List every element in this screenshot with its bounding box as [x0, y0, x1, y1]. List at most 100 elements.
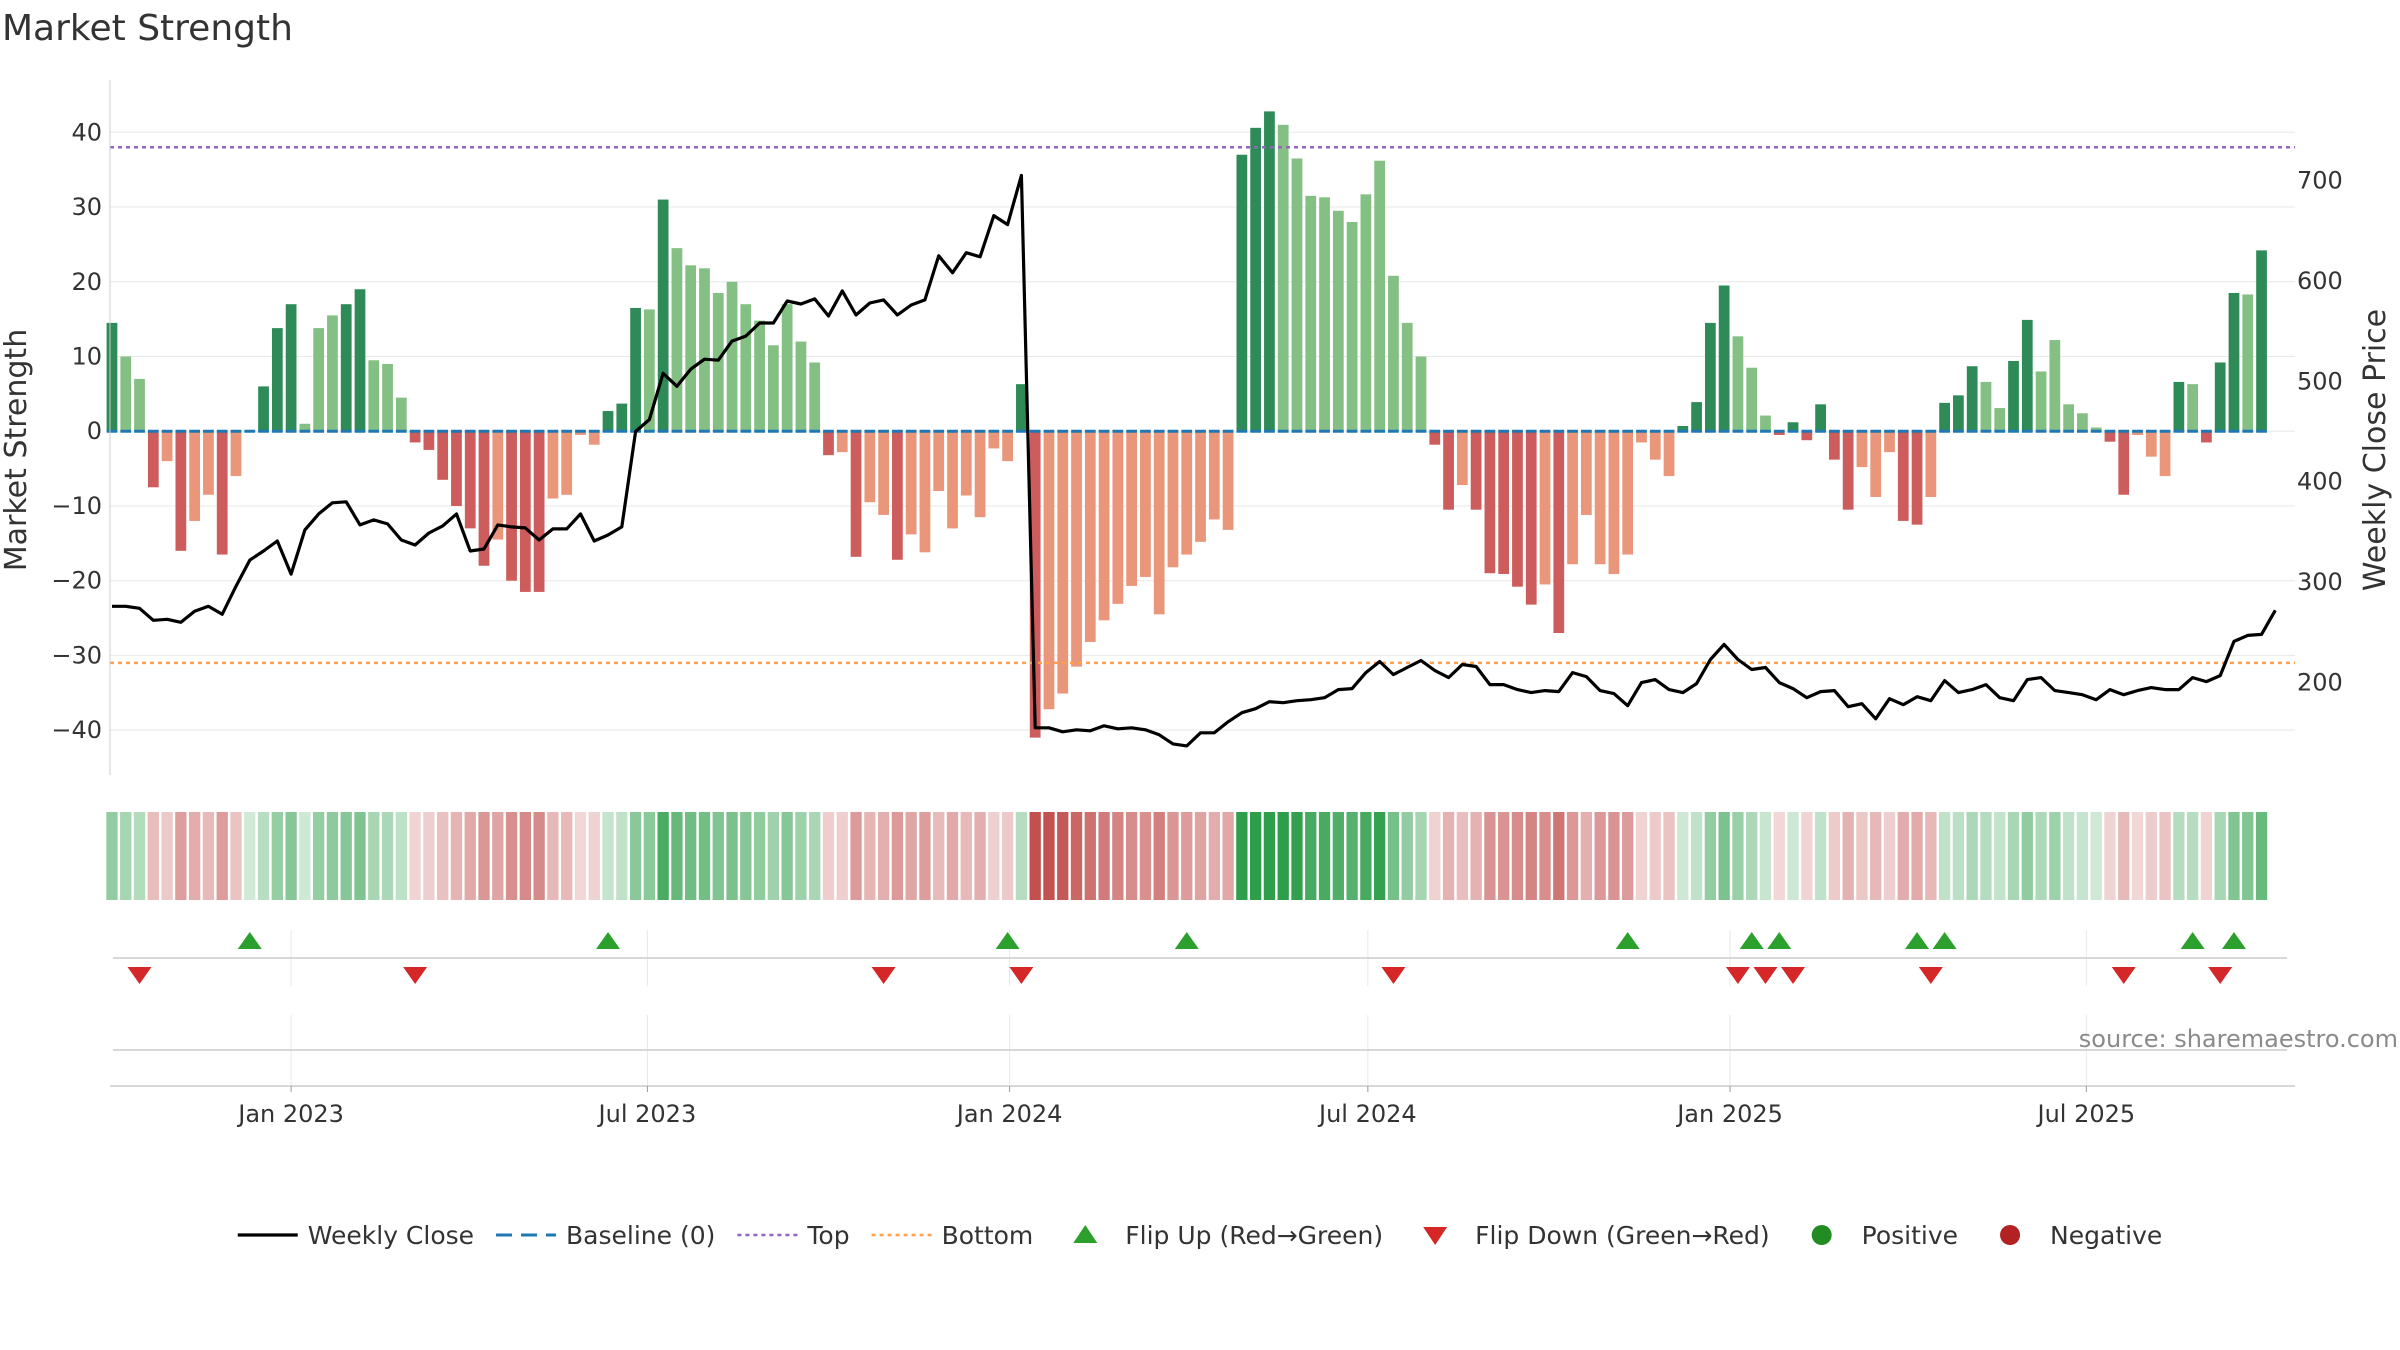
strength-bar — [1112, 431, 1124, 604]
legend-swatch-circle — [1811, 1225, 1832, 1245]
heat-cell — [2118, 812, 2130, 900]
strength-bar — [147, 431, 159, 488]
heat-cell — [257, 812, 270, 900]
heat-cell — [2255, 812, 2268, 900]
strength-bar — [643, 309, 655, 432]
heat-cell — [1608, 812, 1620, 900]
heat-cell — [1015, 812, 1028, 900]
strength-bar — [1043, 431, 1055, 710]
strength-bar — [1980, 381, 1992, 432]
strength-bar — [919, 431, 931, 553]
heat-cell — [850, 812, 862, 900]
y-tick-label: 30 — [71, 193, 102, 221]
heat-cell — [1842, 812, 1854, 900]
strength-bar — [1718, 285, 1730, 432]
strength-bars — [106, 111, 2267, 738]
strength-bar — [1208, 431, 1220, 520]
strength-bar — [575, 431, 586, 435]
strength-bar — [1773, 431, 1785, 435]
strength-bar — [2132, 431, 2143, 435]
strength-bar — [795, 341, 807, 432]
strength-bar — [1222, 431, 1234, 530]
strength-bar — [740, 304, 752, 432]
y-axis-title: Market Strength — [0, 329, 34, 571]
strength-bar — [1884, 431, 1895, 453]
heat-cell — [1125, 812, 1138, 900]
heat-cell — [809, 812, 821, 900]
strength-bar — [1856, 431, 1868, 468]
strength-bar — [1126, 431, 1138, 586]
strength-bar — [1098, 431, 1110, 621]
heat-cell — [368, 812, 380, 900]
heat-cell — [740, 812, 752, 900]
heat-cell — [285, 812, 297, 900]
flip-down-marker — [2208, 967, 2233, 984]
strength-bar — [712, 292, 724, 432]
heat-cell — [1429, 812, 1441, 900]
heat-cell — [1194, 812, 1207, 900]
heat-cell — [161, 812, 173, 900]
strength-bar — [2077, 413, 2088, 432]
heat-cell — [1622, 812, 1634, 900]
heat-cell — [891, 812, 904, 900]
strength-bar — [1801, 431, 1813, 441]
y2-axis-title: Weekly Close Price — [2358, 309, 2393, 591]
heat-cell — [1112, 812, 1124, 900]
strength-bar — [1787, 422, 1799, 432]
legend-item: Flip Down (Green→Red) — [1423, 1221, 1770, 1250]
strength-bar — [1029, 431, 1041, 738]
heat-cell — [1897, 812, 1909, 900]
heat-cell — [1305, 812, 1317, 900]
strength-bar — [823, 431, 834, 456]
heat-cell — [1222, 812, 1234, 900]
heat-cell — [1277, 812, 1289, 900]
heat-cell — [1966, 812, 1978, 900]
strength-bar — [1498, 431, 1510, 574]
heat-cell — [340, 812, 352, 900]
heat-cell — [1249, 812, 1262, 900]
flip-up-marker — [1932, 932, 1957, 949]
strength-bar — [1897, 431, 1909, 521]
heat-cell — [1787, 812, 1799, 900]
heat-cell — [1098, 812, 1110, 900]
y2-tick-label: 400 — [2297, 468, 2343, 496]
strength-bar — [175, 431, 187, 551]
strength-bar — [1346, 221, 1358, 432]
strength-bar — [1925, 431, 1937, 497]
weekly-close-line — [112, 173, 2277, 748]
strength-bar — [988, 431, 1000, 449]
strength-bar — [2173, 381, 2185, 432]
strength-bar — [1084, 431, 1096, 642]
strength-bar — [878, 431, 889, 515]
heat-cell — [423, 812, 435, 900]
heat-cell — [313, 812, 325, 900]
legend: Weekly Close Baseline (0) Top Bottom Flip Up… — [237, 1221, 2162, 1250]
heat-cell — [1539, 812, 1551, 900]
heat-cell — [588, 812, 600, 900]
strength-bar — [699, 268, 710, 432]
heat-cell — [2242, 812, 2254, 900]
legend-item: Baseline (0) — [496, 1221, 715, 1250]
strength-bar — [299, 423, 311, 432]
flip-up-marker — [1615, 932, 1640, 949]
strength-heat-strip — [106, 812, 2268, 900]
y-tick-label: −10 — [51, 492, 102, 520]
heat-cell — [643, 812, 656, 900]
strength-bar — [2104, 431, 2116, 442]
heat-cell — [629, 812, 642, 900]
strength-bar — [2242, 294, 2254, 432]
strength-bar — [1911, 431, 1923, 525]
heat-cell — [1814, 812, 1827, 900]
heat-cell — [2049, 812, 2061, 900]
heat-cell — [574, 812, 587, 900]
strength-bar — [1456, 431, 1468, 486]
strength-bar — [1953, 395, 1964, 432]
strength-bar — [781, 304, 793, 432]
heat-cell — [1773, 812, 1785, 900]
heat-cell — [1704, 812, 1717, 900]
strength-bar — [1195, 431, 1206, 542]
heat-cell — [1511, 812, 1524, 900]
strength-bar — [1250, 127, 1262, 432]
heat-cell — [1566, 812, 1579, 900]
